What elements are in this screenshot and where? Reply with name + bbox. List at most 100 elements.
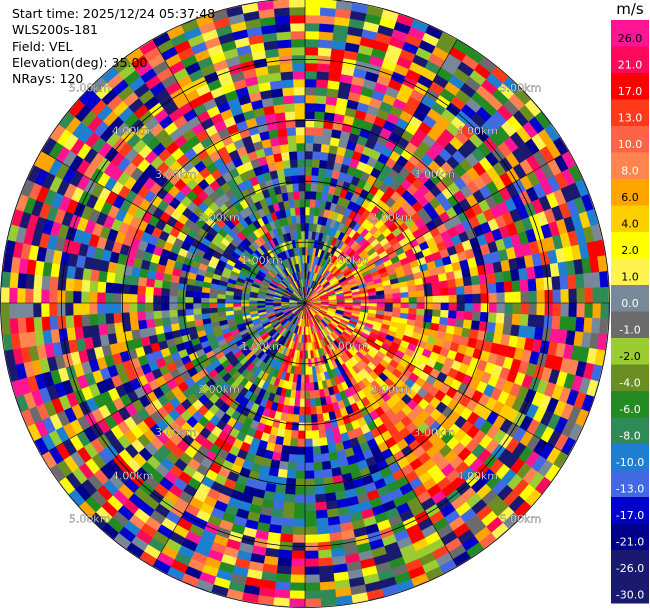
velocity-gate xyxy=(280,151,291,162)
velocity-gate xyxy=(472,302,482,313)
range-ring-label: 1.00km xyxy=(241,340,283,353)
velocity-gate xyxy=(286,126,297,137)
velocity-gate xyxy=(240,302,250,307)
velocity-gate xyxy=(177,315,187,324)
velocity-gate xyxy=(287,134,297,145)
velocity-gate xyxy=(324,492,337,503)
velocity-gate xyxy=(416,308,426,316)
velocity-gate xyxy=(277,468,288,479)
velocity-gate xyxy=(216,298,226,304)
velocity-gate xyxy=(137,319,148,330)
velocity-gate xyxy=(273,492,286,503)
velocity-gate xyxy=(559,275,569,290)
velocity-gate xyxy=(368,295,378,300)
velocity-gate xyxy=(448,294,458,304)
velocity-gate xyxy=(309,390,316,400)
velocity-gate xyxy=(336,300,346,304)
velocity-gate xyxy=(81,279,91,292)
velocity-gate xyxy=(463,311,474,321)
velocity-gate xyxy=(1,286,10,304)
colorbar-tick-label: 10.0 xyxy=(618,138,643,151)
velocity-gate xyxy=(33,274,43,290)
velocity-gate xyxy=(322,127,333,138)
velocity-gate xyxy=(299,398,306,408)
velocity-gate xyxy=(275,23,292,33)
velocity-gate xyxy=(105,312,115,325)
velocity-gate xyxy=(291,174,299,184)
velocity-gate xyxy=(128,311,139,322)
velocity-gate xyxy=(318,573,335,583)
velocity-gate xyxy=(284,175,293,185)
velocity-gate xyxy=(318,565,334,575)
velocity-gate xyxy=(487,312,497,324)
colorbar-tick-label: -17.0 xyxy=(616,509,644,522)
velocity-gate xyxy=(72,290,82,304)
velocity-gate xyxy=(300,230,306,240)
velocity-gate xyxy=(376,298,386,304)
velocity-gate xyxy=(1,318,11,336)
velocity-gate xyxy=(470,275,481,286)
velocity-gate xyxy=(280,525,294,535)
velocity-gate xyxy=(317,549,333,559)
velocity-gate xyxy=(273,103,286,114)
velocity-gate xyxy=(316,517,329,527)
velocity-gate xyxy=(360,299,370,304)
velocity-gate xyxy=(583,317,593,334)
velocity-gate xyxy=(304,366,310,376)
velocity-gate xyxy=(276,565,292,575)
velocity-gate xyxy=(313,461,323,472)
velocity-gate xyxy=(290,166,299,176)
velocity-gate xyxy=(567,274,577,290)
velocity-gate xyxy=(40,302,50,318)
velocity-gate xyxy=(294,486,306,496)
velocity-gate xyxy=(24,302,34,318)
velocity-gate xyxy=(168,288,178,297)
velocity-gate xyxy=(290,558,306,568)
velocity-gate xyxy=(304,422,312,432)
velocity-gate xyxy=(73,278,83,292)
range-ring-label: 4.00km xyxy=(112,125,154,138)
velocity-gate xyxy=(283,95,295,105)
velocity-gate xyxy=(301,246,306,256)
velocity-gate xyxy=(310,414,318,424)
velocity-gate xyxy=(286,469,297,480)
velocity-gate xyxy=(296,454,306,464)
velocity-gate xyxy=(302,262,306,272)
velocity-gate xyxy=(169,316,179,325)
velocity-gate xyxy=(304,590,321,600)
velocity-gate xyxy=(240,305,250,310)
velocity-gate xyxy=(408,302,418,310)
range-ring-label: 2.00km xyxy=(370,211,412,224)
velocity-gate xyxy=(424,302,434,310)
velocity-gate xyxy=(278,135,289,146)
velocity-gate xyxy=(319,444,330,455)
velocity-gate xyxy=(308,382,315,392)
velocity-gate xyxy=(279,452,290,463)
velocity-gate xyxy=(208,302,218,309)
velocity-gate xyxy=(282,437,292,447)
elevation-label: Elevation(deg): 35.00 xyxy=(12,54,148,70)
velocity-gate xyxy=(184,290,194,298)
velocity-gate xyxy=(277,549,293,559)
velocity-gate xyxy=(535,277,545,292)
velocity-gate xyxy=(308,366,313,376)
velocity-gate xyxy=(208,307,218,314)
velocity-gate xyxy=(304,566,320,576)
velocity-gate xyxy=(311,158,321,168)
velocity-gate xyxy=(64,302,74,316)
range-ring-label: 5.00km xyxy=(69,512,111,525)
velocity-gate xyxy=(455,310,466,320)
velocity-gate xyxy=(285,183,294,193)
velocity-gate xyxy=(321,460,332,471)
velocity-gate xyxy=(311,438,321,448)
colorbar-tick-label: 1.0 xyxy=(621,271,639,284)
velocity-gate xyxy=(304,158,313,168)
velocity-gate xyxy=(313,126,324,137)
velocity-gate xyxy=(89,313,99,326)
velocity-gate xyxy=(272,0,290,9)
velocity-gate xyxy=(304,574,320,584)
velocity-gate xyxy=(576,288,586,304)
velocity-gate xyxy=(289,590,306,600)
velocity-gate xyxy=(274,15,291,25)
velocity-gate xyxy=(496,302,506,314)
